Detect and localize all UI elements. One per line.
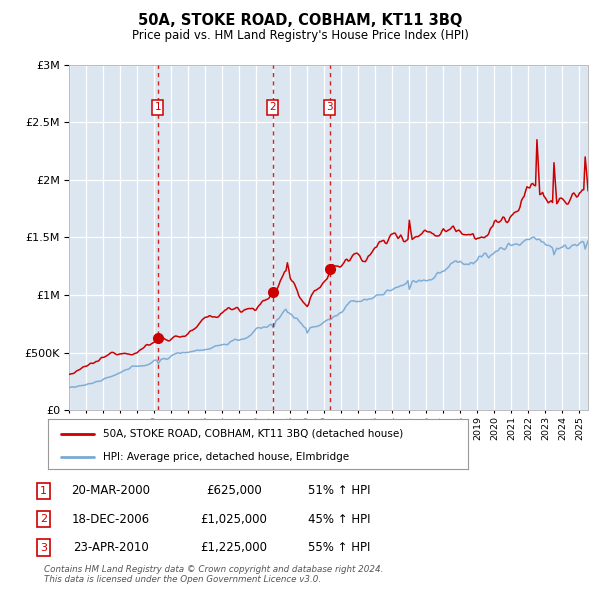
Text: 1: 1 — [154, 103, 161, 113]
Text: 3: 3 — [40, 543, 47, 552]
Text: 18-DEC-2006: 18-DEC-2006 — [72, 513, 150, 526]
Text: £1,225,000: £1,225,000 — [200, 541, 268, 554]
Text: 23-APR-2010: 23-APR-2010 — [73, 541, 149, 554]
Text: 50A, STOKE ROAD, COBHAM, KT11 3BQ: 50A, STOKE ROAD, COBHAM, KT11 3BQ — [138, 13, 462, 28]
Text: £625,000: £625,000 — [206, 484, 262, 497]
Text: 50A, STOKE ROAD, COBHAM, KT11 3BQ (detached house): 50A, STOKE ROAD, COBHAM, KT11 3BQ (detac… — [103, 429, 403, 439]
Text: 2: 2 — [40, 514, 47, 524]
Text: 3: 3 — [326, 103, 333, 113]
Text: 55% ↑ HPI: 55% ↑ HPI — [308, 541, 370, 554]
Text: HPI: Average price, detached house, Elmbridge: HPI: Average price, detached house, Elmb… — [103, 451, 349, 461]
Text: Price paid vs. HM Land Registry's House Price Index (HPI): Price paid vs. HM Land Registry's House … — [131, 29, 469, 42]
Text: 45% ↑ HPI: 45% ↑ HPI — [308, 513, 370, 526]
Text: Contains HM Land Registry data © Crown copyright and database right 2024.
This d: Contains HM Land Registry data © Crown c… — [44, 565, 383, 584]
Text: 20-MAR-2000: 20-MAR-2000 — [71, 484, 151, 497]
Text: £1,025,000: £1,025,000 — [200, 513, 268, 526]
Text: 2: 2 — [269, 103, 276, 113]
Text: 1: 1 — [40, 486, 47, 496]
Text: 51% ↑ HPI: 51% ↑ HPI — [308, 484, 370, 497]
